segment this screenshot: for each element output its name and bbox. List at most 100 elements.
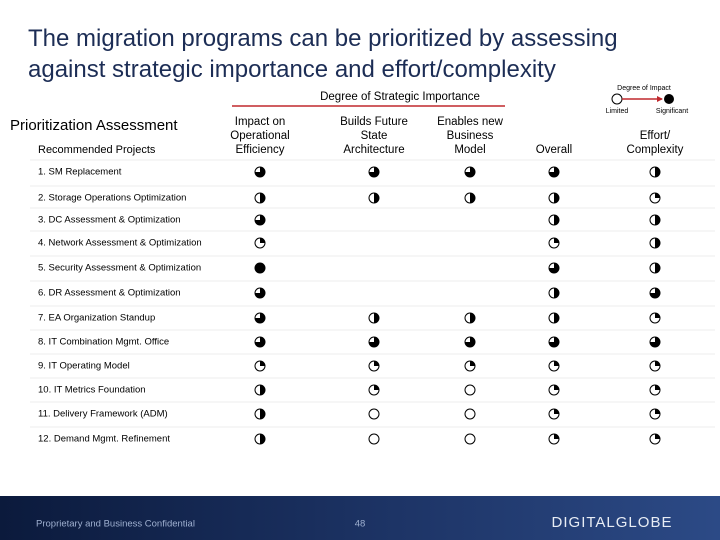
harvey-ball: [548, 166, 560, 178]
row-label: 8. IT Combination Mgmt. Office: [38, 337, 169, 348]
harvey-ball: [464, 408, 476, 420]
harvey-ball: [649, 166, 661, 178]
harvey-ball: [649, 312, 661, 324]
row-label: 6. DR Assessment & Optimization: [38, 288, 181, 299]
ball-fill: [655, 215, 660, 225]
ball-fill: [255, 337, 265, 347]
ball-fill: [260, 385, 265, 395]
ball-fill: [470, 361, 475, 366]
ball-fill: [655, 263, 660, 273]
ball-fill: [549, 263, 559, 273]
table-heading: Prioritization Assessment: [10, 117, 178, 134]
column-header: Impact on: [235, 116, 286, 128]
harvey-ball: [464, 192, 476, 204]
harvey-ball: [464, 384, 476, 396]
harvey-ball: [649, 384, 661, 396]
harvey-ball: [649, 433, 661, 445]
row-label: 7. EA Organization Standup: [38, 313, 155, 324]
harvey-ball: [254, 214, 266, 226]
row-label: 2. Storage Operations Optimization: [38, 193, 186, 204]
harvey-ball: [548, 433, 560, 445]
ball-fill: [554, 361, 559, 366]
ratings-table: Impact on Operational Efficiency Builds Fut…: [30, 116, 715, 445]
harvey-ball: [464, 166, 476, 178]
logo: DIGITALGLOBE: [552, 514, 673, 531]
ball-fill: [650, 337, 660, 347]
ball-fill: [554, 288, 559, 298]
harvey-ball: [254, 360, 266, 372]
ball-fill: [655, 313, 660, 318]
ball-fill: [260, 193, 265, 203]
ball-fill: [470, 313, 475, 323]
legend-title: Degree of Impact: [617, 85, 671, 92]
column-header: Builds Future: [340, 116, 408, 128]
harvey-ball: [548, 262, 560, 274]
row-label: 11. Delivery Framework (ADM): [38, 409, 168, 420]
ball-fill: [650, 288, 660, 298]
column-header: Business: [447, 130, 494, 142]
row-label: 3. DC Assessment & Optimization: [38, 215, 181, 226]
ball-fill: [554, 385, 559, 390]
ball-fill: [554, 409, 559, 414]
harvey-ball: [368, 433, 380, 445]
ball-fill: [260, 434, 265, 444]
slide-title: The migration programs can be prioritize…: [28, 25, 618, 52]
column-header: Architecture: [343, 144, 404, 156]
row-label: 10. IT Metrics Foundation: [38, 385, 146, 396]
ball-fill: [655, 434, 660, 439]
harvey-ball: [649, 237, 661, 249]
row-label: 12. Demand Mgmt. Refinement: [38, 434, 170, 445]
harvey-ball: [254, 408, 266, 420]
harvey-ball: [548, 192, 560, 204]
ball-outline: [464, 384, 476, 396]
ball-outline: [368, 433, 380, 445]
ball-fill: [369, 337, 379, 347]
ball-fill: [554, 193, 559, 203]
ball-outline: [368, 408, 380, 420]
column-header: Enables new: [437, 116, 504, 128]
column-header: State: [361, 130, 388, 142]
ball-fill: [374, 361, 379, 366]
harvey-ball: [548, 237, 560, 249]
ball-fill: [255, 215, 265, 225]
ball-outline: [464, 408, 476, 420]
harvey-ball: [254, 262, 266, 274]
ball-fill: [369, 167, 379, 177]
harvey-ball: [254, 384, 266, 396]
harvey-ball: [464, 312, 476, 324]
ball-fill: [465, 337, 475, 347]
page-number: 48: [355, 519, 366, 530]
harvey-ball: [368, 166, 380, 178]
footer-band: [0, 496, 720, 540]
column-header: Overall: [536, 144, 572, 156]
harvey-ball: [254, 166, 266, 178]
harvey-ball: [649, 262, 661, 274]
ball-fill: [260, 238, 265, 243]
ball-fill: [655, 385, 660, 390]
row-label: 9. IT Operating Model: [38, 361, 130, 372]
ball-fill: [465, 167, 475, 177]
ball-fill: [255, 288, 265, 298]
ball-fill: [554, 313, 559, 323]
ball-fill: [655, 167, 660, 177]
harvey-ball: [464, 360, 476, 372]
harvey-ball: [649, 287, 661, 299]
ball-fill: [655, 361, 660, 366]
harvey-ball: [548, 408, 560, 420]
ball-fill: [260, 361, 265, 366]
legend-high: Significant: [656, 108, 688, 115]
ball-fill: [554, 434, 559, 439]
column-header: Complexity: [627, 144, 684, 156]
harvey-ball: [254, 433, 266, 445]
column-header: Operational: [230, 130, 289, 142]
harvey-ball: [254, 336, 266, 348]
ball-fill: [655, 409, 660, 414]
harvey-ball: [649, 360, 661, 372]
ball-fill: [655, 238, 660, 248]
harvey-ball: [368, 360, 380, 372]
ball-outline: [464, 433, 476, 445]
legend-arrowhead: [657, 96, 663, 102]
harvey-ball: [548, 214, 560, 226]
slide-title: against strategic importance and effort/…: [28, 56, 556, 83]
